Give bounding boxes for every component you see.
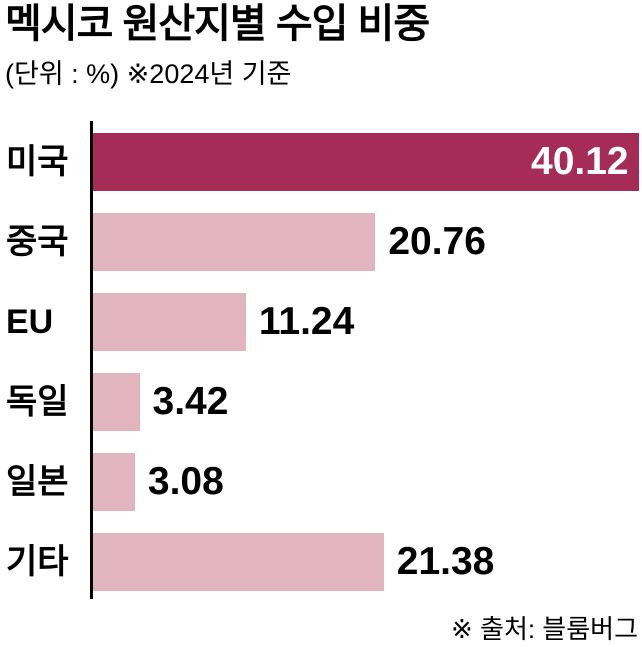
category-label: 중국 xyxy=(6,223,69,261)
category-label: 독일 xyxy=(6,383,69,421)
y-axis-line xyxy=(90,121,93,599)
value-label: 21.38 xyxy=(396,540,495,583)
bar xyxy=(93,213,376,271)
chart-row: 일본 3.08 xyxy=(0,453,642,511)
chart-title: 멕시코 원산지별 수입 비중 xyxy=(5,2,430,46)
chart-row: 미국 40.12 xyxy=(0,133,642,191)
category-label: EU xyxy=(6,303,54,341)
bar-chart: 미국 40.12 중국 20.76 EU 11.24 독일 3.42 일본 3.08 기타 21.38 xyxy=(0,121,642,599)
chart-row: 중국 20.76 xyxy=(0,213,642,271)
category-label: 기타 xyxy=(6,543,69,581)
value-label: 11.24 xyxy=(258,300,355,343)
value-label: 20.76 xyxy=(388,220,486,263)
bar xyxy=(93,293,246,351)
source-note: ※ 출처: 블룸버그 xyxy=(451,614,638,644)
category-label: 미국 xyxy=(6,143,69,181)
bar xyxy=(93,373,140,431)
bar-highlighted xyxy=(93,133,639,191)
chart-row: 독일 3.42 xyxy=(0,373,642,431)
bar xyxy=(93,453,135,511)
category-label: 일본 xyxy=(6,463,69,501)
value-label: 40.12 xyxy=(531,140,629,183)
value-label: 3.42 xyxy=(152,380,229,423)
chart-row: EU 11.24 xyxy=(0,293,642,351)
chart-subtitle: (단위 : %) ※2024년 기준 xyxy=(5,59,292,89)
value-label: 3.08 xyxy=(147,460,224,503)
bar xyxy=(93,533,384,591)
chart-row: 기타 21.38 xyxy=(0,533,642,591)
